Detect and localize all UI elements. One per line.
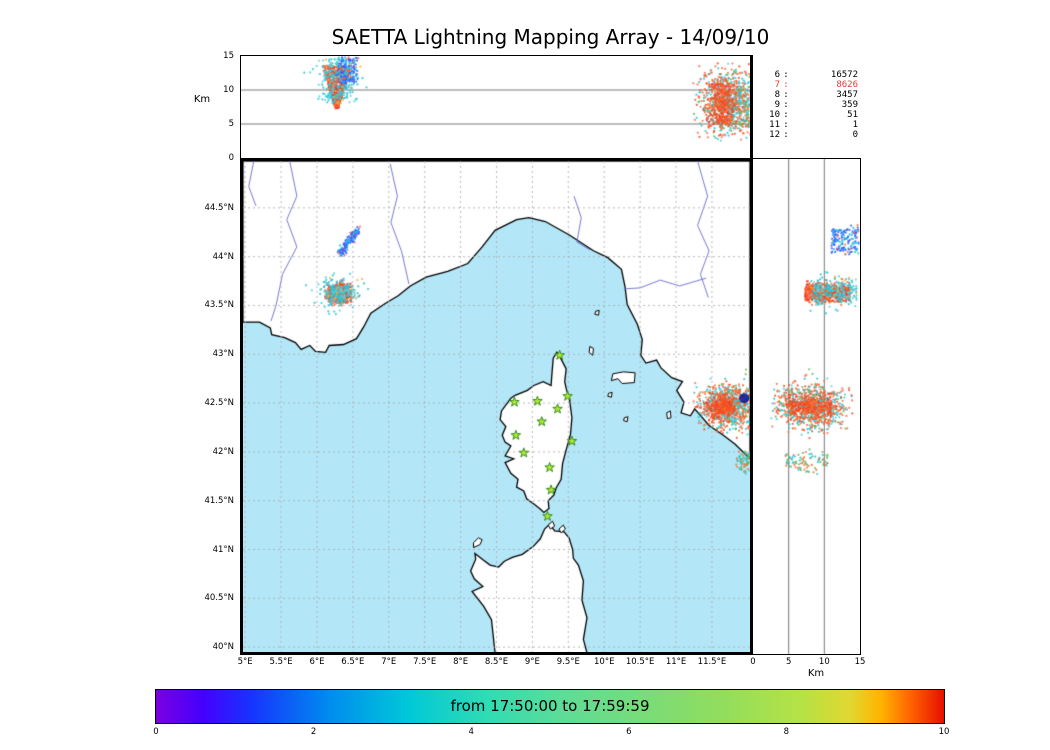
count-cell: 12: [769, 130, 780, 140]
right-altitude-tick-label: 0: [750, 657, 756, 667]
altitude-tick-label: 5: [228, 119, 234, 129]
lat-tick-label: 44°N: [212, 251, 234, 262]
chart-title: SAETTA Lightning Mapping Array - 14/09/1…: [331, 25, 770, 49]
right-altitude-tick-label: 5: [785, 657, 792, 667]
colorbar-tick-label: 0: [153, 727, 159, 737]
count-row: 12: 0: [764, 130, 858, 140]
lon-tick-label: 6.5°E: [341, 657, 365, 667]
lat-tick-label: 44.5°N: [204, 202, 234, 213]
altitude-vs-latitude-panel: [753, 158, 861, 655]
time-colorbar: from 17:50:00 to 17:59:59: [155, 689, 945, 724]
count-cell: 8626: [836, 80, 858, 90]
count-cell: :: [783, 100, 789, 110]
lon-tick-label: 11.5°E: [697, 657, 727, 667]
count-cell: 0: [852, 130, 858, 140]
count-cell: 7: [774, 80, 780, 90]
lat-tick-label: 41.5°N: [204, 495, 234, 506]
counts-legend: 6: 16572 7: 8626 8: 3457 9: 359 10: 51 11: 1 12: 0: [764, 70, 858, 140]
lon-tick-label: 10°E: [594, 657, 615, 667]
colorbar-tick-label: 8: [783, 727, 790, 737]
colorbar-tick-label: 4: [468, 727, 474, 737]
lon-tick-label: 9.5°E: [556, 657, 580, 667]
lon-tick-label: 10.5°E: [625, 657, 655, 667]
count-cell: 3457: [836, 90, 858, 100]
right-altitude-tick-label: 10: [818, 657, 830, 667]
count-row: 6: 16572: [764, 70, 858, 80]
count-cell: :: [783, 90, 789, 100]
count-cell: :: [783, 80, 789, 90]
altitude-tick-label: 10: [223, 85, 234, 95]
altitude-tick-label: 0: [228, 153, 234, 163]
lon-tick-label: 7.5°E: [413, 657, 437, 667]
count-cell: 10: [769, 110, 780, 120]
altitude-axis-label: Km: [193, 94, 211, 105]
lon-tick-label: 11°E: [665, 657, 687, 667]
colorbar-tick-label: 6: [626, 727, 632, 737]
count-cell: 16572: [830, 70, 858, 80]
lat-tick-label: 42°N: [212, 446, 234, 457]
altitude-tick-label: 15: [223, 51, 234, 61]
count-cell: 1: [852, 120, 858, 130]
right-altitude-axis-label: Km: [807, 668, 825, 679]
count-cell: 51: [847, 110, 858, 120]
time-window-label: from 17:50:00 to 17:59:59: [450, 697, 650, 715]
count-row: 8: 3457: [764, 90, 858, 100]
count-row: 7: 8626: [764, 80, 858, 90]
lat-tick-label: 40°N: [212, 642, 234, 653]
count-cell: 359: [841, 100, 858, 110]
lon-tick-label: 8°E: [453, 657, 469, 667]
map-panel: [240, 158, 753, 655]
lat-tick-label: 41°N: [212, 544, 234, 555]
lat-tick-label: 40.5°N: [204, 593, 234, 604]
count-cell: 8: [774, 90, 780, 100]
count-row: 9: 359: [764, 100, 858, 110]
lon-tick-label: 9°E: [524, 657, 540, 667]
map-canvas: [243, 161, 750, 652]
colorbar-tick-label: 2: [310, 727, 317, 737]
count-cell: :: [783, 120, 789, 130]
lon-tick-label: 6°E: [309, 657, 325, 667]
lat-tick-label: 43°N: [212, 349, 234, 360]
lon-tick-label: 5°E: [237, 657, 253, 667]
altitude-vs-longitude-panel: [240, 55, 753, 158]
lon-tick-label: 7°E: [381, 657, 397, 667]
count-cell: :: [783, 130, 789, 140]
lon-tick-label: 5.5°E: [269, 657, 293, 667]
count-row: 10: 51: [764, 110, 858, 120]
count-cell: :: [783, 110, 789, 120]
count-cell: :: [783, 70, 789, 80]
lat-tick-label: 42.5°N: [204, 398, 234, 409]
lat-tick-label: 43.5°N: [204, 300, 234, 311]
count-cell: 6: [774, 70, 780, 80]
altitude-longitude-canvas: [241, 56, 750, 158]
right-altitude-tick-label: 15: [854, 657, 866, 667]
altitude-latitude-canvas: [753, 159, 860, 654]
count-row: 11: 1: [764, 120, 858, 130]
lon-tick-label: 8.5°E: [484, 657, 509, 667]
count-cell: 9: [774, 100, 780, 110]
count-cell: 11: [769, 120, 780, 130]
colorbar-tick-label: 10: [938, 727, 950, 737]
